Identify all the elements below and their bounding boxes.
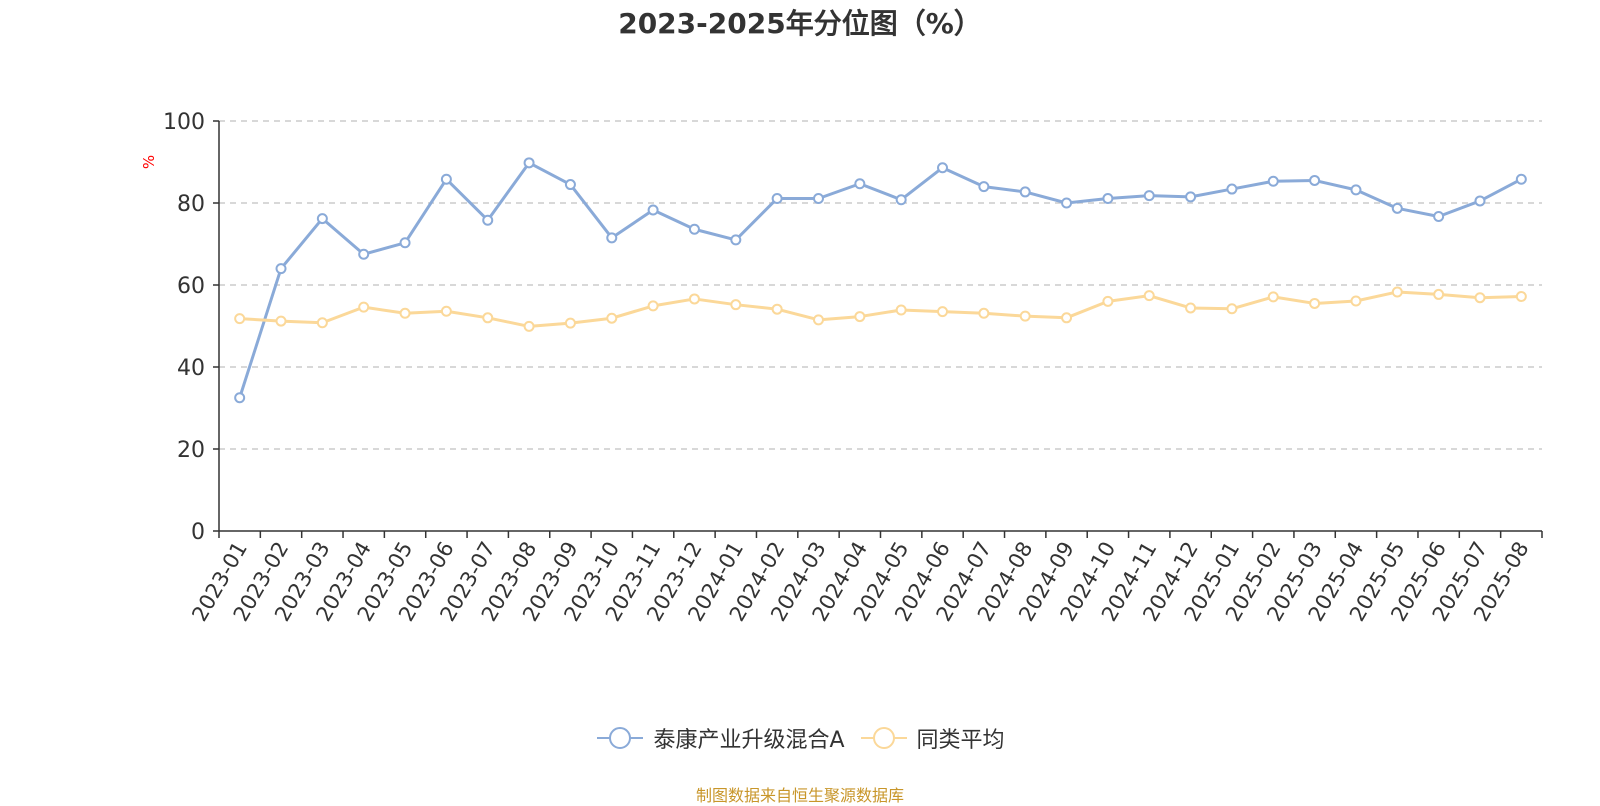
series-1-point	[1350, 184, 1362, 196]
series-1-point	[1309, 174, 1321, 186]
series-line-1	[238, 161, 1523, 399]
series-2-point	[978, 307, 990, 319]
series-2-point	[854, 311, 866, 323]
series-1-point	[564, 179, 576, 191]
series-1-point	[688, 223, 700, 235]
series-layer	[234, 157, 1527, 404]
series-2-point	[1515, 290, 1527, 302]
series-2-point	[730, 299, 742, 311]
series-1-point	[1143, 190, 1155, 202]
series-2-point	[1061, 312, 1073, 324]
series-1-point	[1433, 211, 1445, 223]
series-2-point	[399, 307, 411, 319]
series-1-point	[895, 194, 907, 206]
y-tick-label: 20	[177, 438, 205, 463]
series-2-point	[1185, 302, 1197, 314]
series-1-point	[771, 192, 783, 204]
series-2-point	[1391, 286, 1403, 298]
series-1-point	[978, 181, 990, 193]
series-2-point	[523, 320, 535, 332]
y-tick-label: 80	[177, 192, 205, 217]
y-tick-label: 0	[191, 520, 205, 545]
chart-title: 2023-2025年分位图（%）	[618, 7, 982, 40]
series-1-point	[937, 162, 949, 174]
series-1-point	[234, 392, 246, 404]
series-2-point	[316, 317, 328, 329]
legend-item-series-2[interactable]: 同类平均	[859, 722, 1005, 754]
y-tick-label: 100	[163, 110, 205, 135]
series-1-point	[1267, 175, 1279, 187]
series-1-point	[440, 173, 452, 185]
series-1-point	[1515, 173, 1527, 185]
series-2-point	[771, 303, 783, 315]
grid-lines	[219, 120, 1542, 450]
series-2-point	[564, 317, 576, 329]
series-1-point	[1185, 191, 1197, 203]
series-1-point	[1102, 192, 1114, 204]
series-2-point	[647, 300, 659, 312]
series-2-point	[234, 313, 246, 325]
series-1-point	[316, 213, 328, 225]
series-1-point	[647, 204, 659, 216]
series-line-2	[239, 290, 1522, 328]
series-1-point	[812, 192, 824, 204]
y-tick-label: 40	[177, 356, 205, 381]
series-2-point	[606, 312, 618, 324]
series-2-point	[1226, 303, 1238, 315]
legend-marker-series-1	[597, 727, 644, 749]
series-2-point	[1474, 292, 1486, 304]
series-1-point	[730, 234, 742, 246]
series-2-point	[1267, 291, 1279, 303]
source-note: 制图数据来自恒生聚源数据库	[695, 786, 904, 805]
series-1-point	[275, 263, 287, 275]
series-2-point	[358, 301, 370, 313]
legend-marker-series-2	[860, 727, 907, 749]
series-2-point	[440, 305, 452, 317]
series-1-point	[1019, 186, 1031, 198]
series-1-point	[1226, 183, 1238, 195]
series-2-point	[1433, 288, 1445, 300]
series-2-point	[937, 306, 949, 318]
series-2-point	[895, 304, 907, 316]
series-1-point	[358, 248, 370, 260]
legend-item-series-1[interactable]: 泰康产业升级混合A	[595, 722, 845, 754]
series-1-point	[399, 237, 411, 249]
series-2-point	[1019, 310, 1031, 322]
series-2-point	[275, 315, 287, 327]
series-2-point	[1143, 290, 1155, 302]
series-1-point	[606, 232, 618, 244]
legend[interactable]: 泰康产业升级混合A 同类平均	[0, 722, 1600, 754]
y-axis-label: %	[140, 155, 158, 169]
series-1-point	[482, 214, 494, 226]
series-1-point	[1061, 197, 1073, 209]
series-2-point	[1102, 295, 1114, 307]
series-1-point	[523, 157, 535, 169]
series-1-point	[1391, 202, 1403, 214]
series-2-point	[812, 314, 824, 326]
y-tick-label: 60	[177, 274, 205, 299]
series-1-point	[854, 178, 866, 190]
legend-label-series-2: 同类平均	[916, 728, 1005, 753]
series-2-point	[482, 312, 494, 324]
series-2-point	[1350, 295, 1362, 307]
legend-label-series-1: 泰康产业升级混合A	[653, 728, 845, 753]
series-2-point	[688, 293, 700, 305]
series-1-point	[1474, 195, 1486, 207]
series-2-point	[1309, 297, 1321, 309]
